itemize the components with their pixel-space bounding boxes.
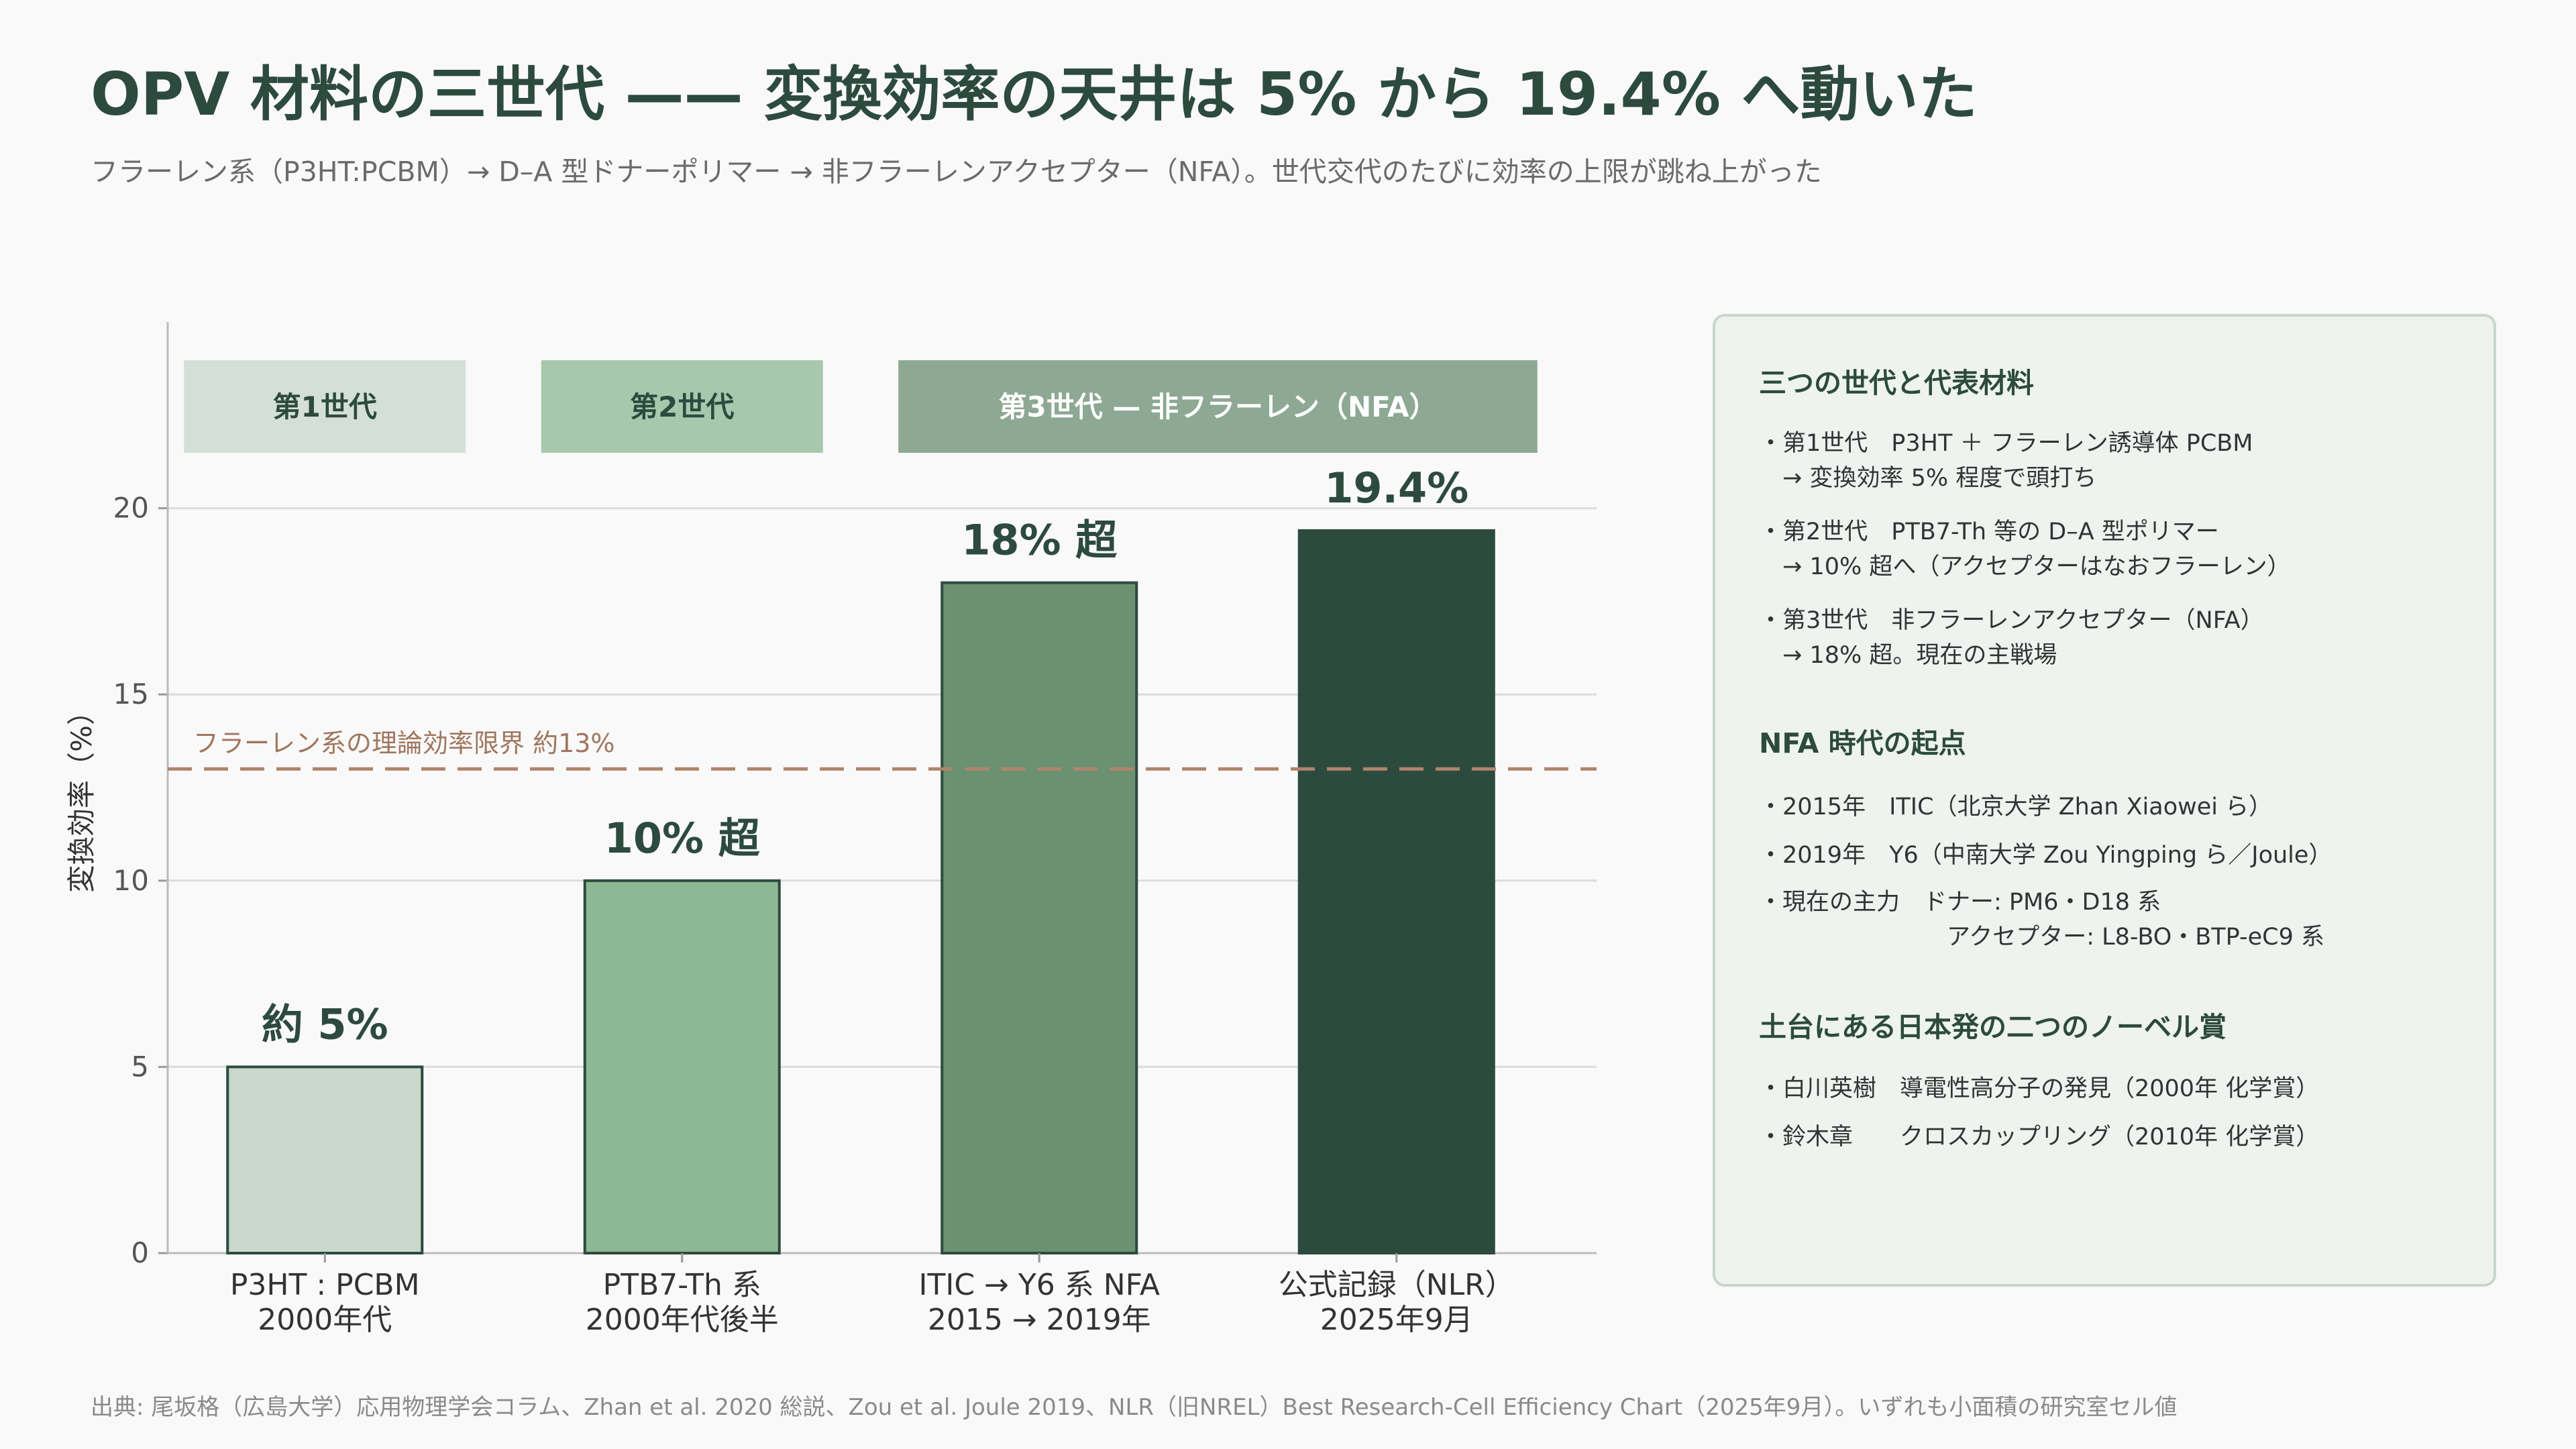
side-line: → 10% 超へ（アクセプターはなおフラーレン） — [1759, 553, 2291, 580]
page-title: OPV 材料の三世代 —— 変換効率の天井は 5% から 19.4% へ動いた — [91, 60, 1978, 129]
x-tick-label: 2025年9月 — [1320, 1303, 1473, 1337]
side-line: ・第1世代 P3HT ＋ フラーレン誘導体 PCBM — [1759, 430, 2253, 457]
bar — [941, 581, 1138, 1254]
y-tick-label: 10 — [113, 864, 149, 897]
generation-band-label: 第3世代 — 非フラーレン（NFA） — [999, 390, 1438, 423]
side-line: → 変換効率 5% 程度で頭打ち — [1759, 465, 2097, 492]
side-line: ・第3世代 非フラーレンアクセプター（NFA） — [1759, 607, 2264, 634]
side-line: ・鈴木章 クロスカップリング（2010年 化学賞） — [1759, 1124, 2320, 1150]
y-tick-label: 0 — [131, 1236, 149, 1269]
bar — [1297, 529, 1495, 1254]
bar — [583, 879, 781, 1255]
generation-band — [541, 360, 823, 453]
side-line: ・第2世代 PTB7-Th 等の D–A 型ポリマー — [1759, 519, 2219, 545]
source-note: 出典: 尾坂格（広島大学）応用物理学会コラム、Zhan et al. 2020 … — [91, 1394, 2178, 1421]
side-line: ・白川英樹 導電性高分子の発見（2000年 化学賞） — [1759, 1075, 2320, 1102]
side-line: → 18% 超。現在の主戦場 — [1759, 642, 2057, 669]
y-tick-label: 15 — [113, 678, 149, 710]
bar-value-label: 約 5% — [262, 1000, 388, 1049]
bar-value-label: 18% 超 — [961, 516, 1118, 565]
generation-band-label: 第1世代 — [273, 390, 377, 423]
side-line: ・2019年 Y6（中南大学 Zou Yingping ら／Joule） — [1759, 842, 2332, 869]
x-tick-label: 2015 → 2019年 — [928, 1303, 1151, 1337]
x-tick-label: 公式記録（NLR） — [1279, 1268, 1515, 1302]
x-tick-label: 2000年代後半 — [586, 1303, 779, 1337]
side-line: アクセプター: L8-BO・BTP-eC9 系 — [1759, 924, 2324, 951]
bar-value-label: 10% 超 — [604, 814, 761, 863]
y-tick-label: 20 — [113, 492, 149, 525]
x-tick-label: ITIC → Y6 系 NFA — [918, 1268, 1160, 1302]
side-section-title: 土台にある日本発の二つのノーベル賞 — [1759, 1011, 2226, 1043]
y-tick-label: 5 — [131, 1050, 149, 1083]
page-subtitle: フラーレン系（P3HT:PCBM）→ D–A 型ドナーポリマー → 非フラーレン… — [91, 156, 1822, 188]
x-tick-label: P3HT : PCBM — [230, 1268, 420, 1302]
side-panel: 三つの世代と代表材料 ・第1世代 P3HT ＋ フラーレン誘導体 PCBM → … — [1713, 314, 2496, 1287]
x-tick-label: 2000年代 — [258, 1303, 392, 1337]
side-section-title: 三つの世代と代表材料 — [1759, 367, 2034, 399]
reference-line-label: フラーレン系の理論効率限界 約13% — [193, 729, 615, 758]
y-axis-label: 変換効率（%） — [65, 697, 98, 893]
bar — [226, 1065, 424, 1255]
bar-value-label: 19.4% — [1324, 464, 1468, 513]
side-line: ・現在の主力 ドナー: PM6・D18 系 — [1759, 889, 2161, 916]
side-line: ・2015年 ITIC（北京大学 Zhan Xiaowei ら） — [1759, 794, 2273, 820]
generation-band-label: 第2世代 — [630, 390, 734, 423]
generation-band — [898, 360, 1538, 453]
generation-band — [184, 360, 466, 453]
side-section-title: NFA 時代の起点 — [1759, 727, 1966, 759]
x-tick-label: PTB7-Th 系 — [603, 1268, 761, 1302]
